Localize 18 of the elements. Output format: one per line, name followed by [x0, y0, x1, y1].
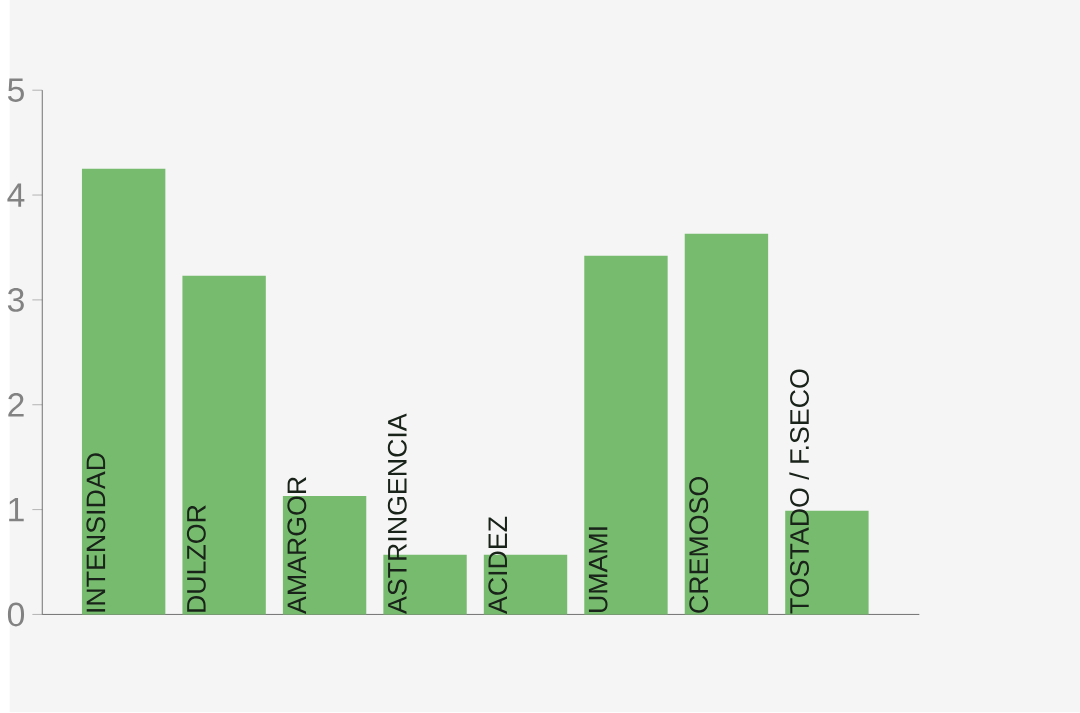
bar: [684, 234, 769, 615]
x-tick-label: DULZOR: [186, 505, 206, 613]
x-tick-label: INTENSIDAD: [86, 453, 106, 612]
y-tick-label: 1: [9, 498, 24, 522]
x-tick-label: CREMOSO: [689, 477, 709, 613]
y-tick-label: 3: [7, 288, 24, 313]
x-tick-label: AMARGOR: [287, 477, 307, 615]
y-tick-label: 5: [7, 78, 24, 103]
y-tick-label: 2: [8, 393, 24, 417]
y-tick-label: 0: [7, 602, 25, 627]
x-tick-label: ACIDEZ: [488, 516, 508, 615]
bar: [584, 256, 668, 615]
x-tick-label: UMAMI: [588, 527, 608, 613]
x-tick-label: ASTRINGENCIA: [387, 413, 407, 615]
bar: [81, 169, 166, 615]
bar: [182, 276, 266, 615]
y-tick-label: 4: [7, 183, 25, 207]
x-tick-label: TOSTADO / F.SECO: [789, 369, 809, 614]
